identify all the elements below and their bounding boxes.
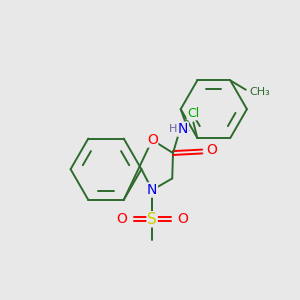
Text: S: S: [147, 212, 157, 227]
Text: N: N: [178, 122, 188, 136]
Text: Cl: Cl: [187, 107, 200, 120]
Text: O: O: [206, 143, 217, 157]
Text: N: N: [147, 183, 158, 197]
Text: O: O: [147, 133, 158, 147]
Text: O: O: [116, 212, 127, 226]
Text: CH₃: CH₃: [250, 87, 270, 97]
Text: H: H: [169, 124, 177, 134]
Text: O: O: [178, 212, 188, 226]
